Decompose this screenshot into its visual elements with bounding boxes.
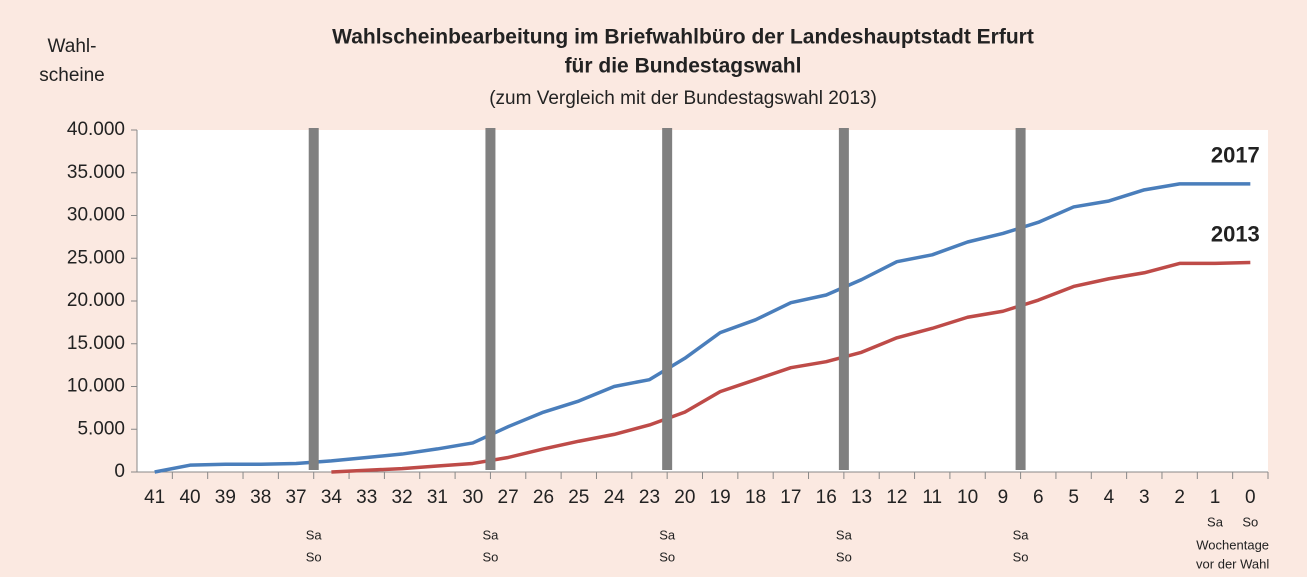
x-tick-label: 25: [568, 487, 589, 508]
series-line: [331, 260, 1251, 474]
y-tick-label: 30.000: [67, 205, 125, 226]
x-tick-label: 1: [1210, 487, 1221, 508]
x-tick-label: 32: [392, 487, 413, 508]
x-tick-label: 41: [144, 487, 165, 508]
x-tick-label: 11: [922, 487, 942, 508]
x-note: Wochentage: [1196, 537, 1269, 552]
weekend-bar: [662, 128, 673, 470]
x-tick-label: 17: [780, 487, 801, 508]
x-tick-label: 2: [1174, 487, 1185, 508]
y-tick-label: 40.000: [67, 119, 125, 140]
weekend-label: Sa: [836, 527, 853, 542]
x-tick-label: 20: [674, 487, 695, 508]
x-tick-label: 23: [639, 487, 660, 508]
y-tick-label: 10.000: [67, 376, 125, 397]
x-tick-label: 37: [285, 487, 306, 508]
y-axis-label: scheine: [39, 65, 105, 86]
y-tick-label: 15.000: [67, 333, 125, 354]
x-tick-label: 9: [998, 487, 1009, 508]
x-tick-label: 31: [427, 487, 448, 508]
chart-subtitle: (zum Vergleich mit der Bundestagswahl 20…: [489, 88, 877, 109]
weekend-label: Sa: [482, 527, 499, 542]
x-tick-label: 13: [851, 487, 872, 508]
x-sublabel: Sa: [1207, 514, 1224, 529]
weekend-label: So: [659, 549, 675, 564]
x-tick-label: 24: [604, 487, 626, 508]
series-label: 2017: [1211, 143, 1260, 168]
weekend-bar: [308, 128, 319, 470]
weekend-label: So: [306, 549, 322, 564]
x-tick-label: 27: [498, 487, 519, 508]
weekend-label: Sa: [1013, 527, 1030, 542]
x-tick-label: 16: [816, 487, 837, 508]
x-tick-label: 34: [321, 487, 343, 508]
plot-area: [137, 130, 1268, 472]
x-tick-label: 3: [1139, 487, 1150, 508]
x-tick-label: 26: [533, 487, 554, 508]
weekend-bar: [485, 128, 496, 470]
x-tick-label: 4: [1104, 487, 1115, 508]
weekend-label: So: [1013, 549, 1029, 564]
x-tick-label: 39: [215, 487, 236, 508]
series-label: 2013: [1211, 221, 1260, 246]
weekend-label: Sa: [659, 527, 676, 542]
x-tick-label: 6: [1033, 487, 1044, 508]
y-tick-label: 5.000: [77, 418, 125, 439]
chart-title: Wahlscheinbearbeitung im Briefwahlbüro d…: [332, 26, 1034, 49]
weekend-label: Sa: [306, 527, 323, 542]
weekend-label: So: [836, 549, 852, 564]
weekend-bar: [1015, 128, 1026, 470]
chart-title: für die Bundestagswahl: [565, 55, 802, 78]
x-tick-label: 18: [745, 487, 766, 508]
y-tick-label: 20.000: [67, 290, 125, 311]
y-tick-label: 35.000: [67, 162, 125, 183]
x-tick-label: 10: [957, 487, 978, 508]
x-tick-label: 40: [179, 487, 200, 508]
x-tick-label: 12: [886, 487, 907, 508]
weekend-bar: [838, 128, 849, 470]
x-tick-label: 0: [1245, 487, 1256, 508]
y-tick-label: 25.000: [67, 247, 125, 268]
x-sublabel: So: [1242, 514, 1258, 529]
x-note: vor der Wahl: [1196, 556, 1269, 571]
series-line: [154, 182, 1251, 474]
x-tick-label: 30: [462, 487, 483, 508]
x-tick-label: 19: [710, 487, 731, 508]
weekend-label: So: [482, 549, 498, 564]
y-axis-label: Wahl-: [48, 36, 97, 57]
x-tick-label: 38: [250, 487, 271, 508]
y-tick-label: 0: [114, 461, 125, 482]
x-tick-label: 5: [1068, 487, 1079, 508]
x-tick-label: 33: [356, 487, 377, 508]
